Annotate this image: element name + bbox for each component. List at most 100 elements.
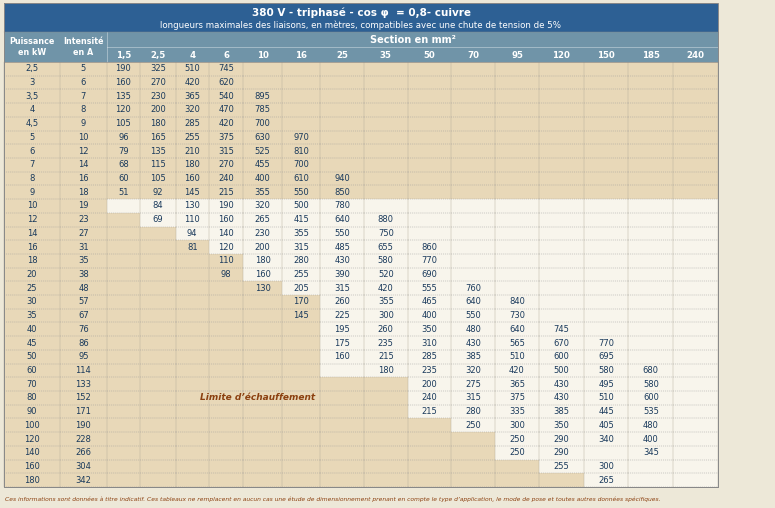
- Bar: [60, 377, 107, 391]
- Bar: [208, 405, 243, 419]
- Bar: [408, 131, 451, 144]
- Text: 780: 780: [334, 202, 350, 210]
- Text: 190: 190: [115, 65, 131, 73]
- Bar: [629, 309, 673, 323]
- Bar: [243, 281, 282, 295]
- Bar: [107, 144, 140, 158]
- Bar: [495, 391, 539, 405]
- Text: 655: 655: [378, 243, 394, 251]
- Text: 600: 600: [643, 393, 659, 402]
- Bar: [364, 185, 408, 199]
- Text: 810: 810: [293, 147, 309, 155]
- Bar: [208, 473, 243, 487]
- Bar: [364, 158, 408, 172]
- Bar: [208, 323, 243, 336]
- Text: 12: 12: [27, 215, 37, 224]
- Bar: [140, 117, 176, 131]
- Text: 255: 255: [293, 270, 309, 279]
- Bar: [539, 364, 584, 377]
- Bar: [176, 158, 208, 172]
- Text: 290: 290: [553, 434, 569, 443]
- Bar: [243, 213, 282, 227]
- Bar: [673, 405, 718, 419]
- Bar: [282, 377, 320, 391]
- Bar: [176, 240, 208, 254]
- Bar: [364, 391, 408, 405]
- Text: 695: 695: [598, 352, 614, 361]
- Text: 445: 445: [598, 407, 614, 416]
- Bar: [176, 391, 208, 405]
- Text: 550: 550: [293, 188, 309, 197]
- Bar: [107, 268, 140, 281]
- Bar: [243, 405, 282, 419]
- Bar: [629, 117, 673, 131]
- Text: 152: 152: [76, 393, 91, 402]
- Text: 76: 76: [78, 325, 89, 334]
- Text: 165: 165: [150, 133, 166, 142]
- Bar: [4, 405, 60, 419]
- Bar: [4, 446, 60, 460]
- Text: 350: 350: [422, 325, 437, 334]
- Text: 555: 555: [422, 283, 437, 293]
- Bar: [364, 419, 408, 432]
- Bar: [107, 158, 140, 172]
- Bar: [539, 446, 584, 460]
- Text: 160: 160: [115, 78, 132, 87]
- Bar: [364, 131, 408, 144]
- Bar: [140, 254, 176, 268]
- Bar: [107, 432, 140, 446]
- Bar: [176, 419, 208, 432]
- Bar: [140, 309, 176, 323]
- Bar: [282, 268, 320, 281]
- Bar: [243, 144, 282, 158]
- Bar: [140, 76, 176, 89]
- Bar: [539, 76, 584, 89]
- Text: 40: 40: [27, 325, 37, 334]
- Bar: [451, 446, 495, 460]
- Bar: [673, 323, 718, 336]
- Bar: [176, 405, 208, 419]
- Bar: [4, 185, 60, 199]
- Bar: [243, 295, 282, 309]
- Bar: [451, 172, 495, 185]
- Text: 285: 285: [184, 119, 200, 128]
- Bar: [364, 172, 408, 185]
- Text: 7: 7: [81, 92, 86, 101]
- Bar: [584, 76, 629, 89]
- Bar: [4, 240, 60, 254]
- Bar: [107, 213, 140, 227]
- Bar: [107, 473, 140, 487]
- Bar: [208, 213, 243, 227]
- Text: 95: 95: [78, 352, 88, 361]
- Bar: [4, 131, 60, 144]
- Bar: [408, 240, 451, 254]
- Bar: [451, 391, 495, 405]
- Text: 940: 940: [334, 174, 350, 183]
- Bar: [243, 117, 282, 131]
- Bar: [320, 76, 364, 89]
- Bar: [629, 336, 673, 350]
- Bar: [408, 185, 451, 199]
- Bar: [408, 336, 451, 350]
- Text: 160: 160: [255, 270, 270, 279]
- Bar: [282, 76, 320, 89]
- Bar: [107, 117, 140, 131]
- Text: 266: 266: [75, 448, 91, 457]
- Text: 270: 270: [150, 78, 166, 87]
- Bar: [107, 227, 140, 240]
- Bar: [364, 254, 408, 268]
- Text: 180: 180: [150, 119, 166, 128]
- Text: 235: 235: [378, 338, 394, 347]
- Text: 3,5: 3,5: [26, 92, 39, 101]
- Bar: [243, 432, 282, 446]
- Bar: [364, 281, 408, 295]
- Text: 785: 785: [255, 106, 270, 114]
- Bar: [408, 377, 451, 391]
- Bar: [584, 158, 629, 172]
- Bar: [539, 227, 584, 240]
- Bar: [4, 199, 60, 213]
- Bar: [408, 432, 451, 446]
- Bar: [4, 419, 60, 432]
- Text: 315: 315: [465, 393, 481, 402]
- Bar: [208, 254, 243, 268]
